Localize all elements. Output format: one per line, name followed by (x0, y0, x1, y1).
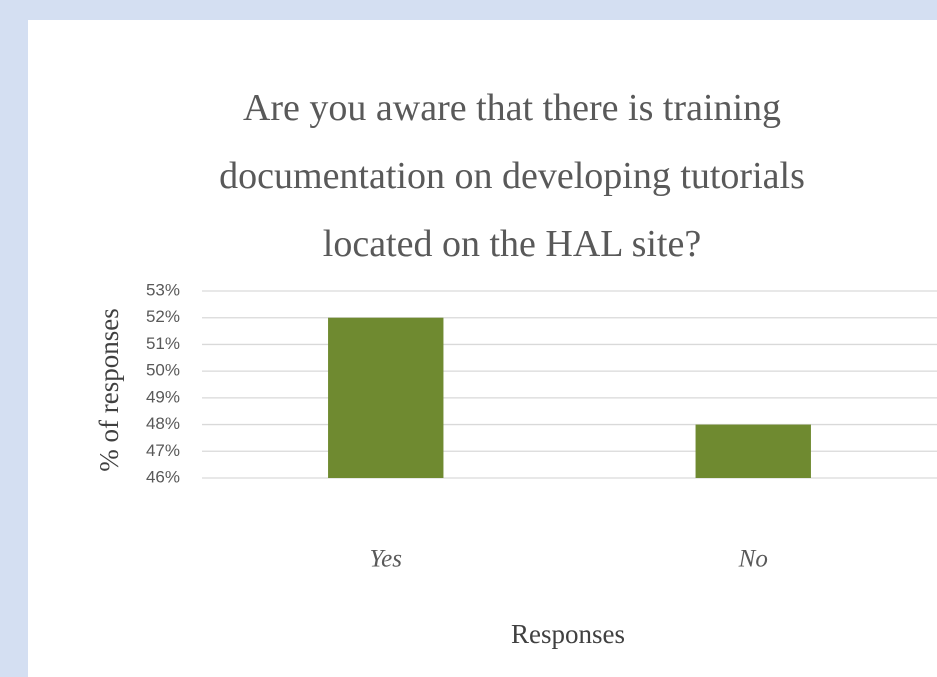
chart-area (28, 20, 937, 677)
bar (695, 424, 811, 478)
x-tick-label: Yes (370, 546, 402, 573)
bar (328, 317, 444, 478)
y-tick-label: 47% (146, 441, 180, 460)
y-tick-label: 46% (146, 467, 180, 486)
y-tick-label: 50% (146, 361, 180, 380)
chart-title: Are you aware that there is training doc… (219, 87, 805, 265)
y-axis-label: % of responses (94, 308, 124, 471)
x-axis-label: Responses (511, 619, 625, 649)
y-tick-label: 52% (146, 307, 180, 326)
x-tick-label: No (738, 546, 768, 573)
y-tick-label: 49% (146, 387, 180, 406)
y-tick-label: 48% (146, 414, 180, 433)
y-tick-label: 51% (146, 334, 180, 353)
y-tick-label: 53% (146, 280, 180, 299)
